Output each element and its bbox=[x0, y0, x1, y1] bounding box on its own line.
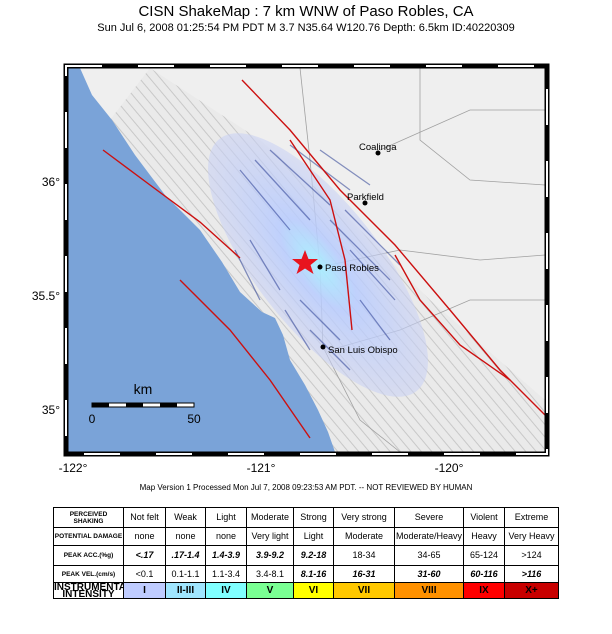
lat-label: 35.5° bbox=[32, 289, 60, 303]
city-dot bbox=[317, 264, 323, 270]
cell: Moderate bbox=[246, 507, 294, 528]
intensity-legend: PERCEIVED SHAKING Not felt Weak Light Modera… bbox=[53, 507, 559, 599]
city-label: San Luis Obispo bbox=[328, 345, 398, 356]
cell: VIII bbox=[394, 582, 464, 599]
cell: IV bbox=[205, 582, 247, 599]
cell: 0.1-1.1 bbox=[165, 565, 206, 583]
cell: 3.4-8.1 bbox=[246, 565, 294, 583]
cell: VI bbox=[293, 582, 334, 599]
cell: 65-124 bbox=[463, 545, 505, 566]
lat-label: 35° bbox=[42, 403, 60, 417]
row-label: INSTRUMENTAL INTENSITY bbox=[53, 582, 124, 599]
cell: 34-65 bbox=[394, 545, 464, 566]
footer: Map Version 1 Processed Mon Jul 7, 2008 … bbox=[139, 483, 473, 492]
cell: Light bbox=[205, 507, 247, 528]
cell: X+ bbox=[504, 582, 559, 599]
cell: none bbox=[123, 527, 166, 546]
damage-row: POTENTIAL DAMAGE none none none Very light Li… bbox=[53, 527, 559, 546]
cell: 1.1-3.4 bbox=[205, 565, 247, 583]
cell: II-III bbox=[165, 582, 206, 599]
city-label: Paso Robles bbox=[325, 263, 379, 274]
shaking-row: PERCEIVED SHAKING Not felt Weak Light Modera… bbox=[53, 507, 559, 528]
city-label: Parkfield bbox=[347, 192, 384, 203]
cell: 60-116 bbox=[463, 565, 505, 583]
cell: 3.9-9.2 bbox=[246, 545, 294, 566]
cell: Violent bbox=[463, 507, 505, 528]
cell: none bbox=[205, 527, 247, 546]
cell: 8.1-16 bbox=[293, 565, 334, 583]
intensity: INSTRUMENTAL INTENSITYIII-IIIIVVVIVIIVII… bbox=[53, 582, 559, 599]
cell: V bbox=[246, 582, 294, 599]
subtitle: Sun Jul 6, 2008 01:25:54 PM PDT M 3.7 N3… bbox=[97, 22, 515, 34]
title: CISN ShakeMap : 7 km WNW of Paso Robles,… bbox=[138, 3, 474, 20]
city-dot bbox=[362, 200, 368, 206]
map: km 0 50 36° 35.5° 35° -122° -121° -120° Coalin… bbox=[32, 63, 550, 475]
scale-bar bbox=[91, 402, 195, 408]
cell: Extreme bbox=[504, 507, 559, 528]
cell: Strong bbox=[293, 507, 334, 528]
frame-ticks bbox=[65, 65, 548, 455]
faults bbox=[102, 79, 546, 439]
scale-start: 0 bbox=[89, 412, 96, 426]
cell: 1.4-3.9 bbox=[205, 545, 247, 566]
row-label: PERCEIVED SHAKING bbox=[53, 507, 124, 528]
row-label: PEAK ACC.(%g) bbox=[53, 545, 124, 566]
lon-label: -121° bbox=[247, 461, 276, 475]
cell: none bbox=[165, 527, 206, 546]
shaded-relief bbox=[234, 144, 401, 371]
city-label: Coalinga bbox=[359, 142, 397, 153]
cell: Weak bbox=[165, 507, 206, 528]
city-dot bbox=[375, 150, 381, 156]
cell: I bbox=[123, 582, 166, 599]
lon-label: -122° bbox=[59, 461, 88, 475]
lat-label: 36° bbox=[42, 175, 60, 189]
scale-end: 50 bbox=[187, 412, 201, 426]
cell: <0.1 bbox=[123, 565, 166, 583]
epicenter bbox=[292, 250, 318, 274]
cell: Moderate/Heavy bbox=[394, 527, 464, 546]
cell: Very strong bbox=[333, 507, 395, 528]
ocean bbox=[68, 68, 335, 452]
cell: Heavy bbox=[463, 527, 505, 546]
vel-row: PEAK VEL.(cm/s) <0.1 0.1-1.1 1.1-3.4 3.4-8.1… bbox=[53, 565, 559, 583]
cell: .17-1.4 bbox=[165, 545, 206, 566]
cell: IX bbox=[463, 582, 505, 599]
row-label: POTENTIAL DAMAGE bbox=[53, 527, 124, 546]
cell: 9.2-18 bbox=[293, 545, 334, 566]
cell: <.17 bbox=[123, 545, 166, 566]
scale-unit: km bbox=[134, 381, 153, 397]
cell: Very Heavy bbox=[504, 527, 559, 546]
cell: Severe bbox=[394, 507, 464, 528]
cell: >116 bbox=[504, 565, 559, 583]
acc-row: PEAK ACC.(%g) <.17.17-1.4 1.4-3.9 3.9-9.2 9.… bbox=[53, 545, 559, 566]
cell: Moderate bbox=[333, 527, 395, 546]
cell: VII bbox=[333, 582, 395, 599]
cell: Not felt bbox=[123, 507, 166, 528]
cell: >124 bbox=[504, 545, 559, 566]
cell: Very light bbox=[246, 527, 294, 546]
city-dot bbox=[320, 344, 326, 350]
lon-label: -120° bbox=[435, 461, 464, 475]
cell: 31-60 bbox=[394, 565, 464, 583]
cell: 16-31 bbox=[333, 565, 395, 583]
cell: 18-34 bbox=[333, 545, 395, 566]
cell: Light bbox=[293, 527, 334, 546]
shaking-area bbox=[208, 133, 428, 397]
row-label: PEAK VEL.(cm/s) bbox=[53, 565, 124, 583]
